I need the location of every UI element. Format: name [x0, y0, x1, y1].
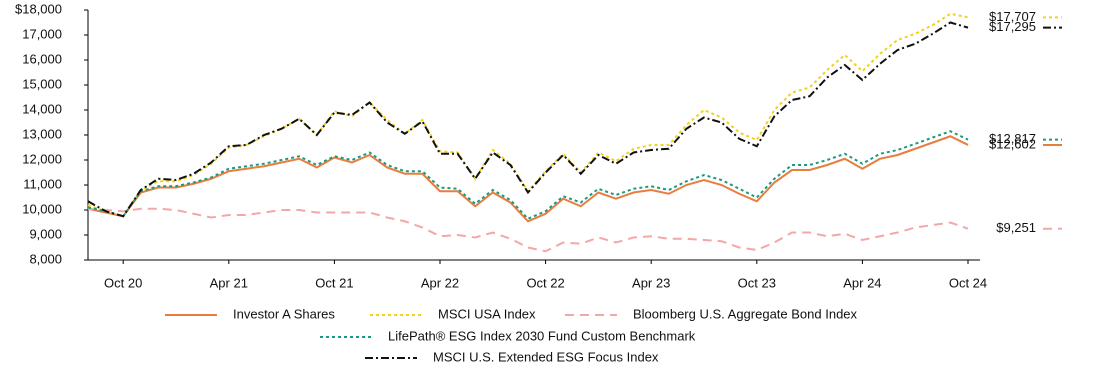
y-tick-label: 14,000 [22, 101, 62, 116]
x-tick-label: Apr 23 [632, 275, 670, 290]
x-tick-label: Oct 24 [949, 275, 987, 290]
series-line [87, 207, 969, 253]
end-label: $17,707 [989, 9, 1036, 24]
legend-label: Investor A Shares [233, 306, 335, 321]
x-tick-label: Apr 22 [421, 275, 459, 290]
legend-label: Bloomberg U.S. Aggregate Bond Index [633, 306, 858, 321]
series-line [87, 135, 969, 223]
x-tick-label: Oct 22 [526, 275, 564, 290]
y-tick-label: $18,000 [15, 1, 62, 16]
series-line [87, 21, 969, 218]
x-tick-label: Apr 24 [843, 275, 881, 290]
y-tick-label: 15,000 [22, 76, 62, 91]
x-tick-label: Oct 23 [738, 275, 776, 290]
y-tick-label: 16,000 [22, 51, 62, 66]
end-label: $12,602 [989, 136, 1036, 151]
x-tick-label: Apr 21 [210, 275, 248, 290]
legend-label: MSCI U.S. Extended ESG Focus Index [433, 349, 659, 364]
end-label: $9,251 [996, 220, 1036, 235]
y-tick-label: 10,000 [22, 201, 62, 216]
end-label: $12,817 [989, 131, 1036, 146]
y-tick-label: 8,000 [29, 251, 62, 266]
x-tick-label: Oct 21 [315, 275, 353, 290]
legend-label: LifePath® ESG Index 2030 Fund Custom Ben… [388, 328, 696, 343]
legend-label: MSCI USA Index [438, 306, 536, 321]
series-line [87, 12, 969, 218]
y-tick-label: 12,000 [22, 151, 62, 166]
y-tick-label: 9,000 [29, 226, 62, 241]
y-tick-label: 11,000 [23, 176, 62, 191]
end-label: $17,295 [989, 19, 1036, 34]
series-line [87, 130, 969, 220]
y-tick-label: 17,000 [22, 26, 62, 41]
y-tick-label: 13,000 [22, 126, 62, 141]
x-tick-label: Oct 20 [104, 275, 142, 290]
